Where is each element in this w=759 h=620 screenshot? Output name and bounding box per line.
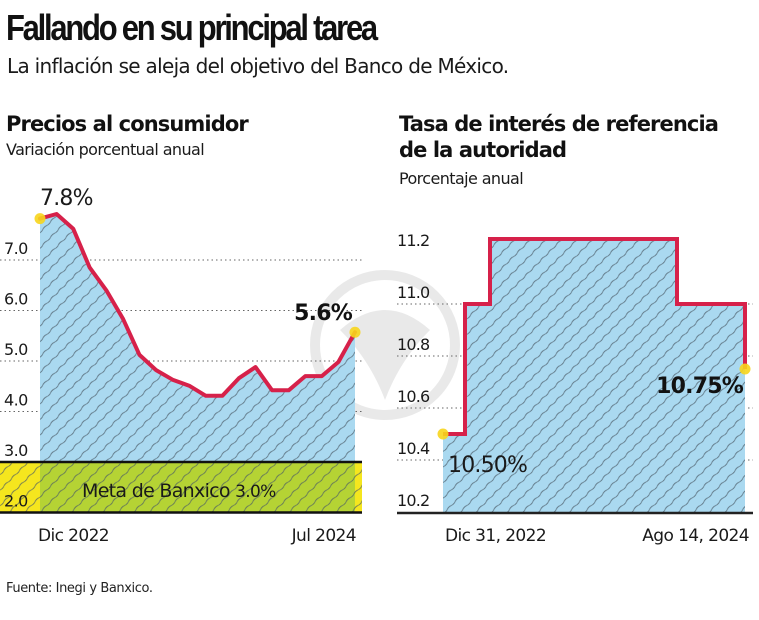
left-chart-subtitle: Variación porcentual anual [6, 140, 205, 159]
y-tick-label: 4.0 [4, 391, 28, 410]
last-rate-marker [739, 363, 751, 375]
right-y-axis: 10.2 10.4 10.6 10.8 11.0 11.2 [397, 231, 431, 510]
inflation-area-hatch [40, 214, 355, 462]
right-chart-subtitle: Porcentaje anual [399, 169, 524, 188]
x-tick-label: Dic 2022 [38, 526, 109, 546]
y-tick-label: 10.4 [397, 439, 430, 458]
x-tick-label: Ago 14, 2024 [642, 526, 749, 546]
annotation-first-rate: 10.50% [448, 453, 527, 478]
y-tick-label: 11.0 [397, 283, 430, 302]
inflation-markers [34, 213, 361, 338]
inflation-line [38, 212, 357, 398]
rate-markers [437, 363, 751, 440]
y-tick-label: 7.0 [4, 239, 28, 258]
page-title: Fallando en su principal tarea [6, 7, 378, 48]
source-note: Fuente: Inegi y Banxico. [6, 581, 153, 596]
target-band [0, 462, 362, 513]
y-tick-label: 10.8 [397, 335, 430, 354]
target-band-label: Meta de Banxico 3.0% [82, 480, 276, 502]
y-tick-label: 2.0 [4, 492, 28, 511]
y-tick-label: 3.0 [4, 441, 28, 460]
left-y-axis: 2.0 3.0 4.0 5.0 6.0 7.0 [4, 239, 29, 511]
x-tick-label: Jul 2024 [291, 526, 356, 546]
first-point-marker [34, 213, 46, 225]
target-band-label-text: Meta de Banxico [82, 480, 235, 502]
left-chart-title: Precios al consumidor [6, 112, 249, 136]
annotation-last-value: 5.6% [294, 301, 353, 326]
rate-area-hatch [443, 239, 745, 512]
y-tick-label: 6.0 [4, 290, 28, 309]
annotation-last-rate: 10.75% [656, 374, 744, 399]
x-tick-label: Dic 31, 2022 [445, 526, 546, 546]
y-tick-label: 10.6 [397, 387, 430, 406]
right-chart-title-line2: de la autoridad [399, 138, 567, 162]
rate-step-line [443, 237, 747, 436]
page-subtitle: La inflación se aleja del objetivo del B… [7, 54, 509, 78]
y-tick-label: 11.2 [397, 231, 429, 250]
watermark-emblem [310, 270, 460, 420]
target-band-lines [0, 460, 362, 514]
right-chart-title-line1: Tasa de interés de referencia [399, 112, 719, 136]
y-tick-label: 10.2 [397, 491, 429, 510]
target-band-value: 3.0% [235, 482, 276, 502]
first-rate-marker [437, 428, 449, 440]
target-band-hatch [0, 462, 362, 513]
y-tick-label: 5.0 [4, 340, 28, 359]
annotation-first-value: 7.8% [40, 186, 93, 211]
last-point-marker [349, 326, 361, 338]
